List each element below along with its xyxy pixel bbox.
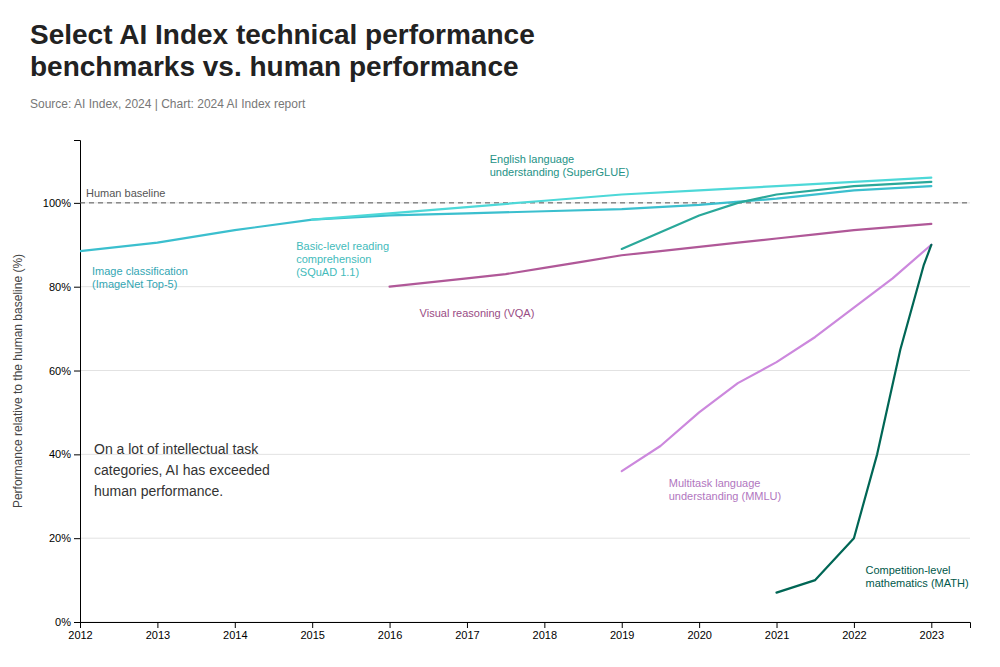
chart-svg: Select AI Index technical performanceben… xyxy=(0,0,1000,667)
y-tick: 80% xyxy=(49,281,80,293)
title: Select AI Index technical performanceben… xyxy=(30,19,535,82)
text-line: (SQuAD 1.1) xyxy=(296,266,359,278)
text-line: (ImageNet Top-5) xyxy=(92,278,177,290)
y-tick-label: 100% xyxy=(43,197,71,209)
y-tick: 100% xyxy=(43,197,80,209)
y-axis-line xyxy=(74,141,81,623)
grid-line xyxy=(80,370,970,371)
x-tick-label: 2017 xyxy=(455,629,479,641)
y-tick: 60% xyxy=(49,365,80,377)
text-line: comprehension xyxy=(296,253,371,265)
x-tick: 2016 xyxy=(378,622,402,641)
x-tick-label: 2022 xyxy=(842,629,866,641)
text-line: Multitask language xyxy=(669,477,761,489)
x-tick-mark xyxy=(235,622,236,628)
y-tick-label: 40% xyxy=(49,448,71,460)
chart-container: Select AI Index technical performanceben… xyxy=(0,0,1000,667)
series-line xyxy=(777,245,932,593)
x-tick-label: 2013 xyxy=(146,629,170,641)
series-label: Visual reasoning (VQA) xyxy=(420,307,535,319)
y-tick: 0% xyxy=(55,616,80,628)
text-line: Basic-level reading xyxy=(296,240,389,252)
text-line: human performance. xyxy=(94,483,223,499)
text-line: Competition-level xyxy=(866,564,951,576)
x-tick-mark xyxy=(699,622,700,628)
y-tick-mark xyxy=(74,203,80,204)
x-tick-mark xyxy=(777,622,778,628)
reference-label: Human baseline xyxy=(86,187,166,199)
series-line xyxy=(80,186,931,251)
series-line xyxy=(312,178,931,220)
series-label: Image classification(ImageNet Top-5) xyxy=(92,265,188,290)
text-line: understanding (SuperGLUE) xyxy=(490,166,629,178)
x-tick-mark xyxy=(390,622,391,628)
grid xyxy=(80,203,970,622)
x-tick: 2012 xyxy=(68,622,92,641)
x-tick-label: 2012 xyxy=(68,629,92,641)
grid-line xyxy=(80,538,970,539)
subtitle: Source: AI Index, 2024 | Chart: 2024 AI … xyxy=(30,97,306,111)
y-tick-label: 60% xyxy=(49,365,71,377)
x-tick: 2018 xyxy=(533,622,557,641)
y-tick-label: 80% xyxy=(49,281,71,293)
x-tick-label: 2016 xyxy=(378,629,402,641)
text-line: Image classification xyxy=(92,265,188,277)
x-tick-label: 2020 xyxy=(687,629,711,641)
series-label: Basic-level readingcomprehension(SQuAD 1… xyxy=(296,240,389,278)
text-line: On a lot of intellectual task xyxy=(94,441,259,457)
x-tick-mark xyxy=(931,622,932,628)
y-tick: 20% xyxy=(49,532,80,544)
text-line: mathematics (MATH) xyxy=(866,577,969,589)
y-tick-label: 20% xyxy=(49,532,71,544)
x-tick: 2013 xyxy=(146,622,170,641)
x-tick-label: 2023 xyxy=(920,629,944,641)
x-tick: 2015 xyxy=(300,622,324,641)
text-line: Select AI Index technical performance xyxy=(30,19,535,50)
y-tick-mark xyxy=(74,538,80,539)
x-tick-label: 2018 xyxy=(533,629,557,641)
text-line: English language xyxy=(490,153,574,165)
x-tick: 2022 xyxy=(842,622,866,641)
x-tick: 2017 xyxy=(455,622,479,641)
plot-area: 2012 2013 2014 2015 2016 2017 2018 2019 2020 2021… xyxy=(43,141,971,641)
x-tick: 2019 xyxy=(610,622,634,641)
y-tick-mark xyxy=(74,371,80,372)
x-tick-mark xyxy=(312,622,313,628)
x-tick-mark xyxy=(854,622,855,628)
series-label: Multitask languageunderstanding (MMLU) xyxy=(669,477,782,502)
x-tick-mark xyxy=(544,622,545,628)
x-tick-mark xyxy=(157,622,158,628)
y-axis-title: Performance relative to the human baseli… xyxy=(11,254,25,508)
x-tick: 2020 xyxy=(687,622,711,641)
text-line: understanding (MMLU) xyxy=(669,490,782,502)
y-tick-mark xyxy=(74,622,80,623)
series-label: Competition-levelmathematics (MATH) xyxy=(866,564,969,589)
series-line xyxy=(390,224,932,287)
series-line xyxy=(622,245,932,471)
x-axis: 2012 2013 2014 2015 2016 2017 2018 2019 2020 2021… xyxy=(68,622,970,641)
x-tick: 2021 xyxy=(765,622,789,641)
y-tick-label: 0% xyxy=(55,616,71,628)
y-axis: 0% 20% 40% 60% 80% 100% xyxy=(43,141,81,629)
x-axis-line xyxy=(81,623,971,629)
x-tick-mark xyxy=(467,622,468,628)
annotation: On a lot of intellectual task categories,… xyxy=(94,441,270,499)
x-tick-mark xyxy=(622,622,623,628)
y-tick-mark xyxy=(74,287,80,288)
labels: Image classification(ImageNet Top-5) Basi… xyxy=(86,153,969,589)
text-line: benchmarks vs. human performance xyxy=(30,51,519,82)
y-tick: 40% xyxy=(49,448,80,460)
x-tick-label: 2014 xyxy=(223,629,247,641)
series-label: English languageunderstanding (SuperGLUE… xyxy=(490,153,629,178)
text-line: categories, AI has exceeded xyxy=(94,462,270,478)
text-line: Visual reasoning (VQA) xyxy=(420,307,535,319)
lines xyxy=(80,178,970,593)
x-tick-label: 2015 xyxy=(300,629,324,641)
x-tick: 2014 xyxy=(223,622,247,641)
x-tick-label: 2019 xyxy=(610,629,634,641)
x-tick: 2023 xyxy=(920,622,944,641)
y-tick-mark xyxy=(74,454,80,455)
x-tick-label: 2021 xyxy=(765,629,789,641)
grid-line xyxy=(80,286,970,287)
